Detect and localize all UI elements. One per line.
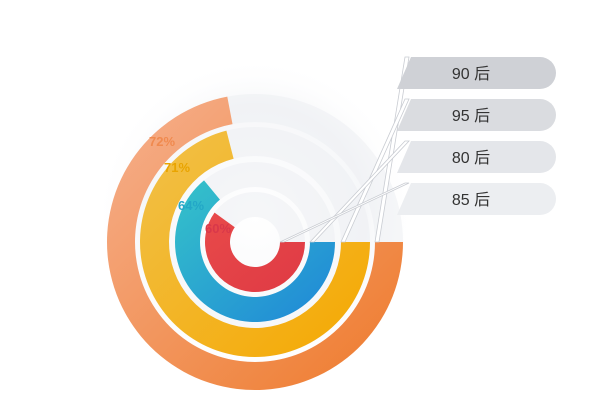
connector-line-1 <box>374 56 410 243</box>
legend-item-4: 85 后 <box>279 182 556 243</box>
value-label-4: 60% <box>205 221 231 236</box>
legend-item-1: 90 后 <box>374 56 556 243</box>
legend-box-1 <box>397 57 556 89</box>
legend-box-3 <box>397 141 556 173</box>
legend-box-2 <box>397 99 556 131</box>
value-label-2: 71% <box>164 160 190 175</box>
connector-line-4 <box>279 182 410 243</box>
legend-label-1: 90 后 <box>452 65 490 83</box>
ring-bar-3 <box>175 180 335 322</box>
legend-box-4 <box>397 183 556 215</box>
legend-label-2: 95 后 <box>452 107 490 125</box>
legend-label-3: 80 后 <box>452 149 490 167</box>
ring-bar-4 <box>205 212 305 292</box>
value-label-3: 64% <box>178 198 204 213</box>
legend-label-4: 85 后 <box>452 191 490 209</box>
value-label-1: 72% <box>149 134 175 149</box>
